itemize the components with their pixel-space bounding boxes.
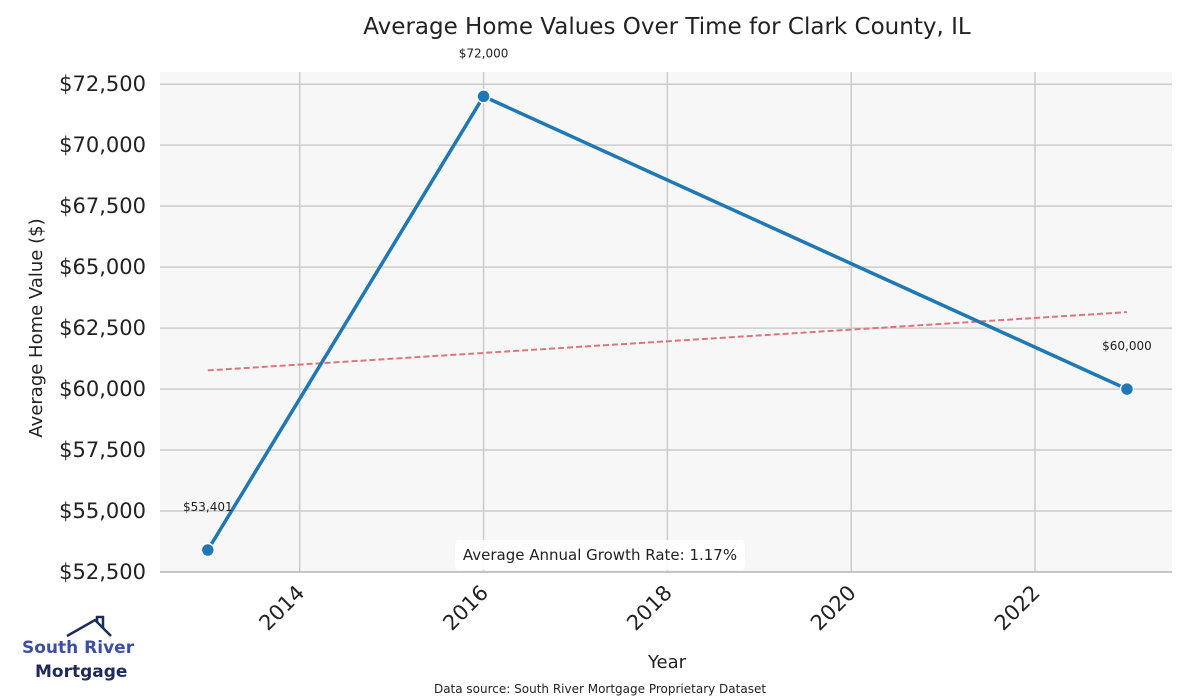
- logo-line2: Mortgage: [35, 662, 127, 682]
- y-tick-label: $72,500: [59, 72, 146, 96]
- x-tick-label: 2014: [254, 581, 309, 636]
- growth-rate-annotation: Average Annual Growth Rate: 1.17%: [455, 540, 745, 570]
- y-tick-label: $67,500: [59, 194, 146, 218]
- x-tick-label: 2016: [438, 581, 493, 636]
- data-point: [476, 89, 491, 104]
- y-tick-label: $52,500: [59, 560, 146, 584]
- data-source: Data source: South River Mortgage Propri…: [434, 682, 766, 696]
- x-tick-label: 2022: [990, 581, 1045, 636]
- y-tick-label: $65,000: [59, 255, 146, 279]
- south-river-logo: South River Mortgage: [22, 615, 135, 682]
- data-point: [200, 542, 216, 558]
- y-tick-label: $70,000: [59, 133, 146, 157]
- y-axis-label: Average Home Value ($): [26, 218, 47, 437]
- y-tick-label: $57,500: [59, 438, 146, 462]
- x-tick-label: 2018: [622, 581, 677, 636]
- chart-title: Average Home Values Over Time for Clark …: [363, 14, 971, 40]
- data-label: $60,000: [1102, 339, 1152, 353]
- y-tick-label: $60,000: [59, 377, 146, 401]
- plot-area: [160, 72, 1172, 572]
- data-label: $53,401: [183, 500, 233, 514]
- y-tick-label: $62,500: [59, 316, 146, 340]
- logo-line1: South River: [22, 638, 135, 658]
- x-axis-label: Year: [647, 652, 687, 673]
- x-tick-label: 2020: [806, 581, 861, 636]
- y-tick-label: $55,000: [59, 499, 146, 523]
- data-point: [1119, 381, 1135, 397]
- data-label: $72,000: [459, 46, 509, 60]
- trend-line: [207, 311, 1128, 372]
- growth-rate-text: Average Annual Growth Rate: 1.17%: [463, 546, 737, 564]
